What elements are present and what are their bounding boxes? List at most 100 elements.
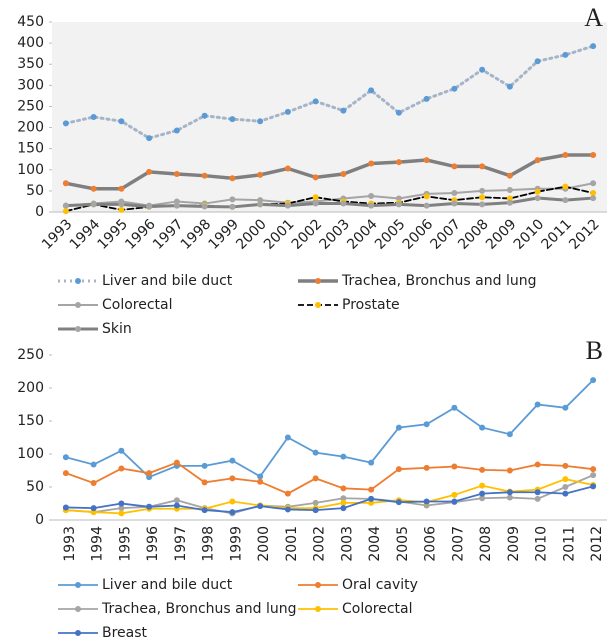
series-line	[64, 196, 595, 209]
data-point	[229, 457, 236, 464]
x-tick-label: 1995	[95, 216, 132, 253]
data-point	[229, 498, 236, 505]
data-point	[506, 199, 513, 206]
data-point	[257, 197, 264, 204]
legend-label: Colorectal	[102, 297, 173, 313]
y-tick-label: 400	[17, 35, 44, 51]
data-point	[562, 484, 569, 490]
legend-label: Breast	[102, 625, 148, 641]
data-point	[479, 194, 486, 201]
data-point	[423, 202, 430, 209]
data-point	[284, 490, 291, 497]
data-point	[562, 490, 569, 497]
data-point	[451, 463, 458, 470]
data-point	[201, 112, 208, 119]
data-point	[368, 486, 375, 493]
data-point	[201, 172, 208, 179]
legend-label: Trachea, Bronchus and lung	[341, 273, 536, 289]
x-tick-label: 2010	[511, 216, 548, 253]
legend-label: Colorectal	[342, 601, 413, 617]
data-point	[590, 195, 597, 202]
data-point	[62, 208, 69, 215]
data-point	[312, 194, 319, 201]
data-point	[423, 464, 430, 471]
data-point	[368, 202, 375, 209]
data-point	[368, 160, 375, 167]
x-tick-label: 1993	[39, 216, 76, 253]
series-line	[64, 153, 595, 191]
data-point	[479, 163, 486, 170]
legend-marker	[315, 582, 321, 588]
data-point	[90, 201, 97, 208]
data-point	[257, 118, 264, 125]
data-point	[229, 175, 236, 182]
data-point	[562, 152, 569, 158]
data-point	[312, 507, 319, 514]
data-point	[146, 203, 153, 210]
data-point	[395, 159, 402, 166]
x-tick-label: 2001	[261, 216, 298, 253]
data-point	[395, 499, 402, 506]
data-point	[257, 201, 264, 208]
data-point	[423, 95, 430, 102]
legend-marker	[75, 302, 81, 308]
legend-marker	[315, 302, 321, 308]
series-line	[64, 379, 595, 479]
data-point	[201, 203, 208, 210]
y-tick-label: 150	[17, 413, 44, 429]
x-tick-label: 2008	[455, 216, 492, 253]
data-point	[340, 485, 347, 492]
data-point	[284, 165, 291, 172]
y-tick-label: 150	[17, 141, 44, 157]
legend-marker	[315, 606, 321, 612]
x-tick-label: 2009	[506, 526, 522, 562]
data-point	[590, 190, 597, 196]
data-point	[590, 466, 597, 473]
data-point	[534, 195, 541, 202]
data-point	[62, 120, 69, 127]
y-tick-label: 300	[17, 77, 44, 93]
data-point	[590, 472, 597, 479]
data-point	[146, 135, 153, 142]
data-point	[451, 404, 458, 411]
data-point	[257, 171, 264, 178]
x-tick-label: 1994	[67, 216, 104, 253]
data-point	[229, 475, 236, 482]
data-point	[118, 505, 125, 512]
data-point	[62, 470, 69, 477]
series-line	[64, 44, 595, 140]
data-point	[590, 152, 597, 158]
data-point	[118, 510, 125, 517]
data-point	[562, 462, 569, 469]
x-tick-label: 2004	[344, 216, 381, 253]
data-point	[423, 421, 430, 428]
data-point	[173, 502, 180, 509]
data-point	[173, 171, 180, 177]
data-point	[173, 497, 180, 504]
data-point	[368, 459, 375, 466]
legend-marker	[75, 606, 81, 612]
data-point	[534, 188, 541, 195]
data-point	[423, 498, 430, 505]
data-point	[257, 473, 264, 480]
x-tick-label: 2006	[423, 526, 439, 562]
x-tick-label: 2002	[312, 526, 328, 562]
data-point	[590, 483, 597, 490]
data-point	[534, 58, 541, 65]
y-tick-label: 250	[17, 98, 44, 114]
data-point	[562, 183, 569, 190]
x-tick-label: 2011	[539, 216, 576, 253]
data-point	[229, 203, 236, 210]
legend-marker	[75, 326, 81, 332]
data-point	[451, 200, 458, 207]
data-point	[395, 424, 402, 431]
data-point	[118, 185, 125, 192]
data-point	[479, 201, 486, 208]
data-point	[590, 377, 597, 384]
data-point	[590, 43, 597, 50]
y-tick-label: 200	[17, 120, 44, 136]
data-point	[340, 107, 347, 114]
data-point	[506, 431, 513, 438]
x-tick-label: 1997	[173, 526, 189, 562]
